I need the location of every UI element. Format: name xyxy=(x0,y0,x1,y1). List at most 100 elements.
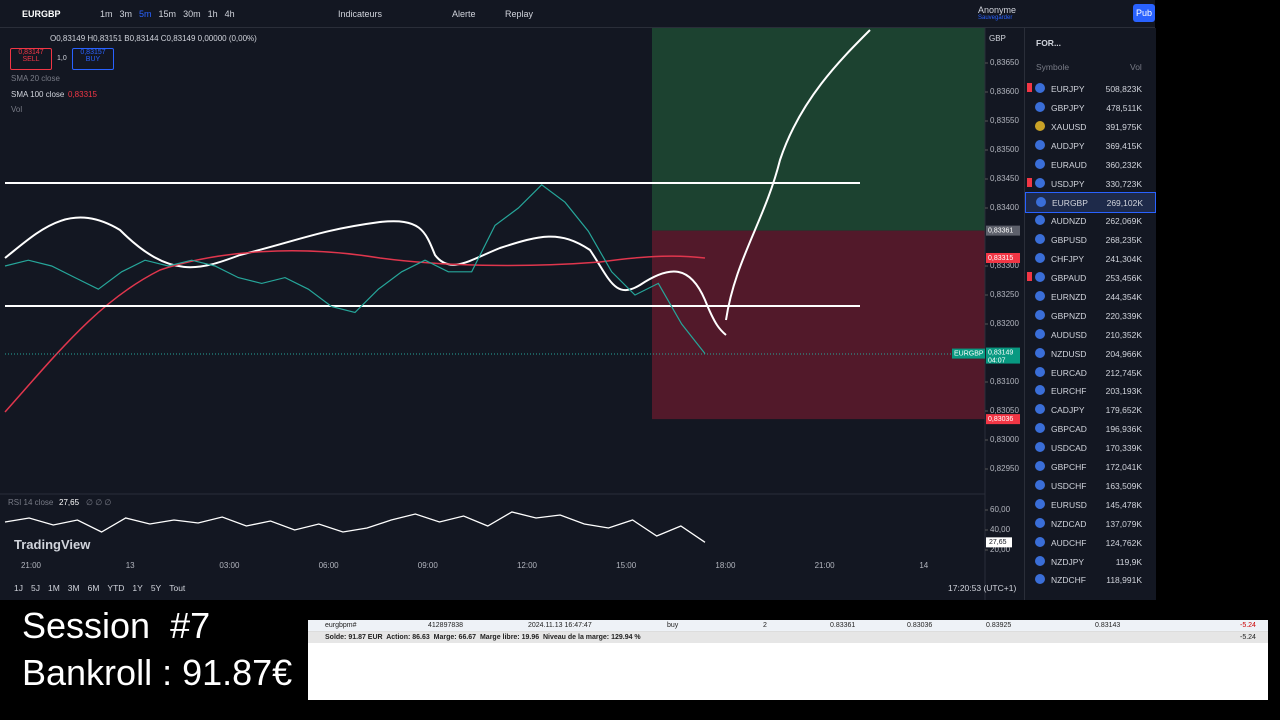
stop-label-bg xyxy=(986,414,1020,425)
icon xyxy=(1035,442,1045,453)
icon xyxy=(1035,139,1045,150)
watchlist-row[interactable]: GBPNZD 220,339K xyxy=(1025,306,1154,325)
sell-button[interactable]: 0,83147 SELL xyxy=(10,48,52,70)
interval[interactable]: 1h xyxy=(207,9,218,19)
interval[interactable]: 15m xyxy=(158,9,177,19)
watchlist-row[interactable]: GBPAUD 253,456K xyxy=(1025,268,1154,287)
interval[interactable]: 3m xyxy=(119,9,133,19)
watchlist-volume: 196,936K xyxy=(1105,424,1142,435)
watchlist-row[interactable]: NZDUSD 204,966K xyxy=(1025,344,1154,363)
icon xyxy=(1035,498,1045,509)
watchlist-row[interactable]: AUDCHF 124,762K xyxy=(1025,533,1154,552)
watchlist-symbol: NZDCAD xyxy=(1051,518,1087,529)
countdown: 04:07 xyxy=(988,357,1006,364)
range[interactable]: 1Y xyxy=(132,583,143,593)
col-symbol: Symbole xyxy=(1036,62,1070,72)
toolbar: EURGBP 1m 3m 5m 15m 30m 1h 4h Indicateurs Aler… xyxy=(0,0,1156,28)
watchlist-row[interactable]: USDCAD 170,339K xyxy=(1025,438,1154,457)
watchlist-row[interactable]: EURNZD 244,354K xyxy=(1025,287,1154,306)
range[interactable]: 5J xyxy=(30,583,40,593)
watchlist-row[interactable]: GBPUSD 268,235K xyxy=(1025,230,1154,249)
watchlist-volume: 170,339K xyxy=(1105,443,1142,454)
watchlist-row[interactable]: EURUSD 145,478K xyxy=(1025,495,1154,514)
watchlist-row[interactable]: NZDCHF 118,991K xyxy=(1025,570,1154,589)
watchlist-volume: 369,415K xyxy=(1105,140,1142,151)
watchlist-volume: 220,339K xyxy=(1105,310,1142,321)
stop-loss-zone xyxy=(652,230,985,420)
time-label: 09:00 xyxy=(418,561,439,570)
indicators[interactable]: Indicateurs xyxy=(338,9,383,19)
interval[interactable]: 30m xyxy=(183,9,201,19)
watchlist-row[interactable]: EURCHF 203,193K xyxy=(1025,381,1154,400)
sma20: SMA 20 close xyxy=(11,74,60,83)
watchlist-row[interactable]: XAUUSD 391,975K xyxy=(1025,117,1154,136)
watchlist-volume: 253,456K xyxy=(1105,273,1142,283)
publish[interactable]: Pub xyxy=(1133,4,1156,22)
watchlist-symbol: XAUUSD xyxy=(1051,121,1087,132)
current-price: 0.83143 xyxy=(1095,622,1121,629)
watchlist-row[interactable]: EURJPY 508,823K xyxy=(1025,79,1154,98)
watchlist-symbol: USDCHF xyxy=(1051,480,1087,491)
watchlist-row[interactable]: USDCHF 163,509K xyxy=(1025,476,1154,495)
range[interactable]: 5Y xyxy=(150,583,162,593)
save[interactable]: Sauvegarder xyxy=(978,15,1013,21)
interval[interactable]: 1m xyxy=(100,9,113,19)
range[interactable]: 1M xyxy=(47,583,60,593)
watchlist-volume: 478,511K xyxy=(1106,102,1142,113)
replay[interactable]: Replay xyxy=(505,9,534,19)
watchlist-volume: 262,069K xyxy=(1105,216,1142,227)
watchlist-symbol: NZDCHF xyxy=(1051,575,1086,586)
sma-label-bg xyxy=(986,253,1020,263)
watchlist-symbol: GBPCHF xyxy=(1051,462,1087,472)
watchlist-symbol: AUDUSD xyxy=(1051,329,1087,340)
flag xyxy=(1027,177,1032,187)
icon xyxy=(1035,120,1045,131)
range[interactable]: 3M xyxy=(67,583,80,593)
icon xyxy=(1035,366,1045,377)
range[interactable]: YTD xyxy=(107,583,125,593)
watchlist-row[interactable]: EURCAD 212,745K xyxy=(1025,363,1154,382)
watchlist-volume: 244,354K xyxy=(1105,291,1142,302)
watchlist-symbol: USDJPY xyxy=(1051,178,1085,189)
watchlist-row[interactable]: CADJPY 179,652K xyxy=(1025,400,1154,419)
watchlist-row[interactable]: NZDJPY 119,9K xyxy=(1025,552,1154,571)
watchlist-row[interactable]: EURGBP 269,102K xyxy=(1025,192,1156,214)
watchlist-title[interactable]: FOR... xyxy=(1036,38,1062,48)
watchlist-row[interactable]: AUDUSD 210,352K xyxy=(1025,325,1154,344)
range[interactable]: Tout xyxy=(169,583,186,593)
watchlist-row[interactable]: NZDCAD 137,079K xyxy=(1025,514,1154,533)
watchlist-row[interactable]: GBPJPY 478,511K xyxy=(1025,98,1154,117)
watchlist-volume: 172,041K xyxy=(1105,462,1142,472)
watchlist-volume: 508,823K xyxy=(1105,84,1142,94)
watchlist-symbol: GBPAUD xyxy=(1051,273,1087,283)
interval[interactable]: 4h xyxy=(224,9,235,19)
symbol[interactable]: EURGBP xyxy=(22,9,61,19)
time-label: 21:00 xyxy=(815,561,836,570)
watchlist-volume: 163,509K xyxy=(1105,480,1142,491)
icon xyxy=(1035,328,1045,339)
watchlist: FOR... Symbole Vol EURJPY 508,823K GBPJPY 4… xyxy=(1024,28,1156,600)
watchlist-row[interactable]: AUDJPY 369,415K xyxy=(1025,136,1154,155)
icon xyxy=(1035,461,1045,471)
watchlist-volume: 119,9K xyxy=(1115,556,1142,567)
time-label: 21:00 xyxy=(21,561,42,570)
watchlist-symbol: AUDCHF xyxy=(1051,537,1087,548)
interval[interactable]: 5m xyxy=(139,9,152,19)
trade-symbol: eurgbpm# xyxy=(325,622,357,629)
entry-label: 0,83361 xyxy=(988,227,1013,234)
watchlist-row[interactable]: AUDNZD 262,069K xyxy=(1025,211,1154,230)
icon xyxy=(1035,479,1045,490)
currency[interactable]: GBP xyxy=(989,34,1006,43)
last-bg xyxy=(986,347,1020,364)
range[interactable]: 1J xyxy=(14,583,23,593)
watchlist-row[interactable]: EURAUD 360,232K xyxy=(1025,155,1154,174)
watchlist-row[interactable]: USDJPY 330,723K xyxy=(1025,174,1154,193)
watchlist-row[interactable]: GBPCHF 172,041K xyxy=(1025,457,1154,476)
range[interactable]: 6M xyxy=(87,583,100,593)
take-profit-zone xyxy=(652,28,985,231)
buy-button[interactable]: 0,83157 BUY xyxy=(72,48,114,70)
alert[interactable]: Alerte xyxy=(452,9,476,19)
watchlist-row[interactable]: GBPCAD 196,936K xyxy=(1025,419,1154,438)
user[interactable]: Anonyme xyxy=(978,5,1017,15)
watchlist-row[interactable]: CHFJPY 241,304K xyxy=(1025,249,1154,268)
